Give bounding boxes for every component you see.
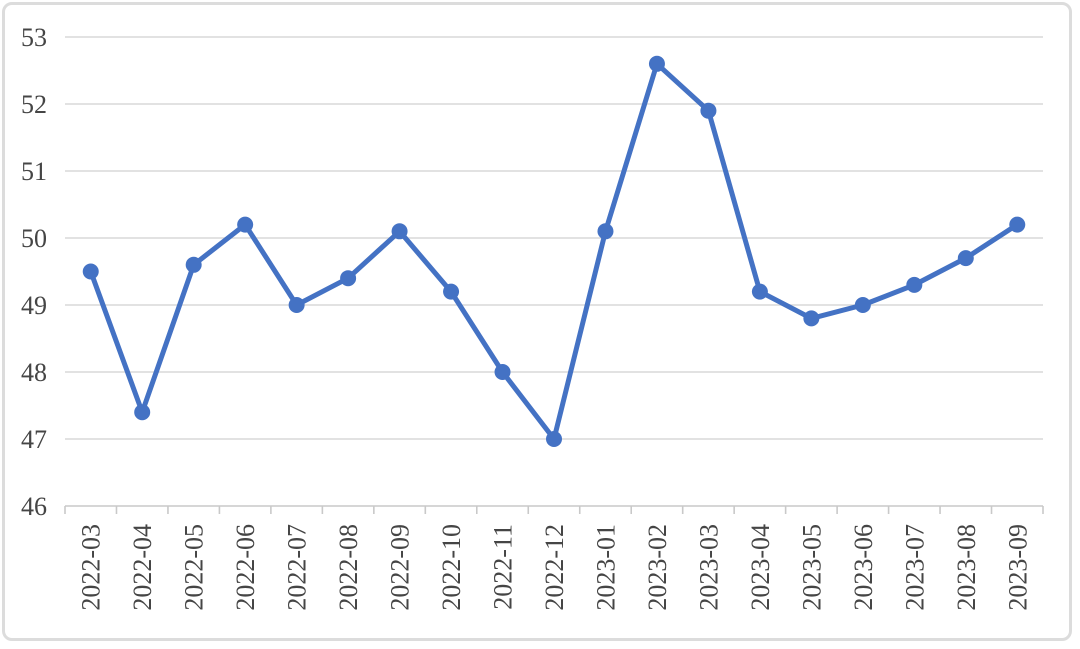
y-axis-tick-label: 50 [21, 224, 47, 253]
data-point-marker [391, 223, 408, 240]
data-point-marker [597, 223, 614, 240]
data-point-marker [648, 55, 665, 72]
data-series-line [88, 61, 1020, 442]
data-point-marker [237, 216, 254, 233]
x-axis-tick-label: 2023-01 [591, 524, 620, 611]
x-axis-tick-label: 2023-04 [746, 524, 775, 611]
data-point-marker [751, 283, 768, 300]
data-point-marker [546, 431, 562, 447]
x-axis-tick-label: 2022-05 [180, 524, 209, 611]
x-axis-tick-label: 2023-02 [643, 524, 672, 611]
x-axis-tick-label: 2023-05 [797, 524, 826, 611]
x-axis-tick-label: 2022-03 [77, 524, 106, 611]
y-axis-tick-label: 52 [21, 90, 47, 119]
x-axis-tick-label: 2022-10 [437, 524, 466, 611]
data-point-marker [82, 263, 99, 280]
y-axis-tick-label: 48 [21, 358, 47, 387]
data-point-marker [288, 297, 305, 313]
data-point-marker [1009, 216, 1026, 233]
x-axis-tick-label: 2022-12 [540, 524, 569, 611]
x-axis-tick-label: 2022-08 [334, 524, 363, 611]
x-axis-tick-label: 2023-06 [849, 524, 878, 611]
data-point-marker [906, 276, 923, 293]
y-axis-tick-label: 53 [21, 23, 47, 52]
chart-card-border [2, 2, 1072, 641]
y-axis-tick-label: 47 [21, 425, 47, 454]
x-axis-tick-label: 2023-09 [1003, 524, 1032, 611]
data-point-marker [700, 102, 717, 119]
data-point-marker [340, 270, 357, 287]
y-axis-tick-label: 51 [21, 157, 47, 186]
data-point-marker [185, 256, 202, 273]
x-axis-tick-label: 2022-06 [231, 524, 260, 611]
data-point-marker [134, 404, 151, 421]
y-axis-tick-label: 49 [21, 291, 47, 320]
x-axis-tick-label: 2022-11 [489, 524, 518, 610]
data-point-marker [854, 297, 871, 313]
x-axis-tick-label: 2022-09 [386, 524, 415, 611]
data-point-marker [957, 250, 974, 267]
x-axis-tick-label: 2022-04 [128, 524, 157, 611]
data-point-marker [803, 310, 820, 327]
x-axis-tick-label: 2023-07 [900, 524, 929, 611]
y-axis-tick-label: 46 [21, 492, 47, 521]
x-axis-tick-label: 2022-07 [283, 524, 312, 611]
x-axis-tick-label: 2023-08 [952, 524, 981, 611]
data-point-marker [443, 283, 460, 300]
x-axis-tick-label: 2023-03 [694, 524, 723, 611]
data-point-marker [494, 364, 511, 380]
